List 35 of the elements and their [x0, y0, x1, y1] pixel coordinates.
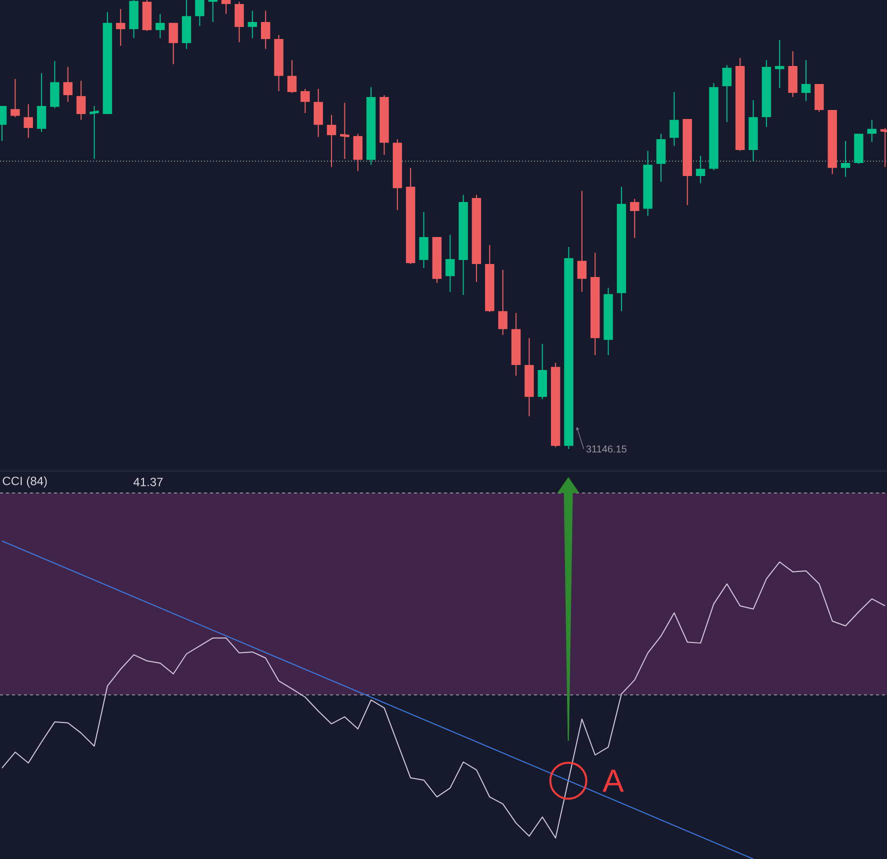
- candlestick: [63, 66, 73, 102]
- candlestick: [577, 190, 587, 292]
- candlestick: [221, 0, 231, 14]
- candlestick: [498, 269, 508, 336]
- candlestick: [446, 234, 455, 292]
- candlestick: [156, 13, 165, 39]
- candlestick: [248, 10, 258, 39]
- candlestick: [775, 39, 784, 88]
- candlestick: [168, 22, 178, 65]
- chart-title: CCI (84): [2, 476, 47, 488]
- candlestick: [208, 0, 218, 22]
- candlestick: [314, 88, 323, 138]
- candlestick: [76, 80, 86, 120]
- candlestick: [722, 64, 732, 123]
- candlestick: [840, 140, 850, 178]
- candlestick: [287, 60, 297, 94]
- annotation: 31146.15: [586, 445, 626, 453]
- candlestick: [195, 0, 204, 27]
- candlestick: [116, 8, 126, 46]
- annotation: A: [602, 770, 624, 792]
- candlestick: [630, 198, 640, 238]
- text: 41.37: [133, 478, 163, 486]
- candlestick: [867, 119, 876, 142]
- candlestick: [670, 92, 679, 146]
- candlestick: [24, 104, 33, 138]
- candlestick: [234, 1, 244, 43]
- candlestick: [260, 10, 270, 50]
- candlestick: [36, 72, 46, 132]
- candlestick: [419, 211, 428, 269]
- candlestick: [801, 60, 811, 102]
- candlestick: [353, 133, 362, 172]
- candlestick: [10, 78, 20, 118]
- candlestick: [300, 88, 310, 114]
- candlestick: [696, 155, 706, 184]
- candlestick: [326, 114, 336, 168]
